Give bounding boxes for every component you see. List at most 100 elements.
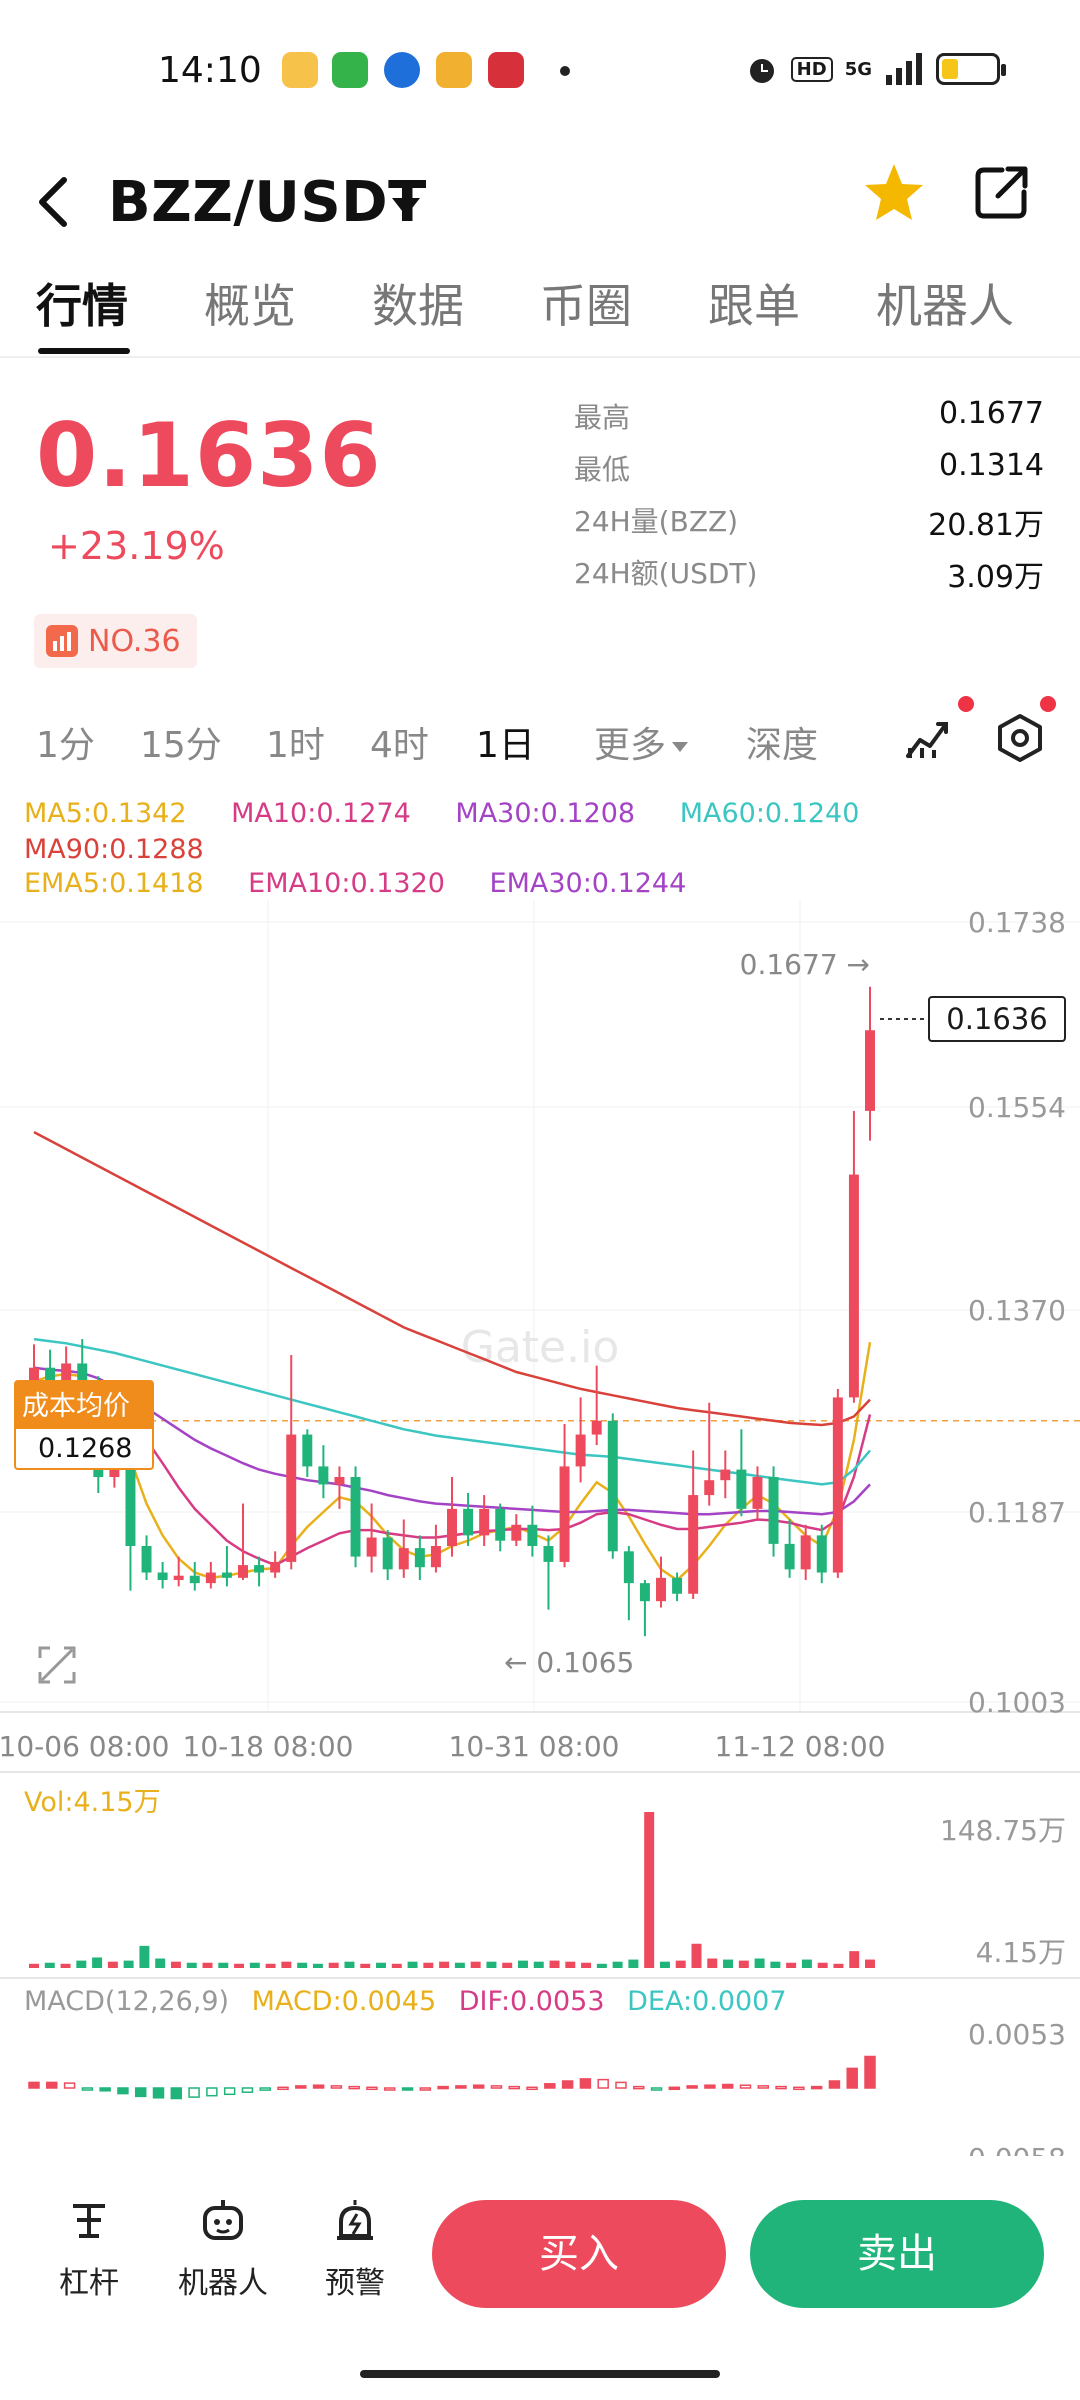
macd-bar: [721, 2083, 734, 2089]
candle-body: [221, 1572, 232, 1578]
stat-label: 最低: [574, 453, 631, 486]
interval-15m[interactable]: 15分: [140, 725, 222, 766]
macd-bar: [650, 2087, 663, 2091]
chart-settings-icon[interactable]: [994, 712, 1046, 764]
macd-bar: [259, 2087, 271, 2091]
tab-bot[interactable]: 机器人: [876, 279, 1014, 333]
bot-label: 机器人: [178, 2266, 268, 2301]
signal-icon: [886, 53, 922, 85]
interval-1h[interactable]: 1时: [266, 725, 325, 766]
macd-bar: [63, 2082, 76, 2089]
alert-button[interactable]: 预警: [300, 2196, 410, 2316]
candle-body: [447, 1508, 457, 1546]
pair-dropdown-caret-icon[interactable]: [392, 198, 420, 216]
bottom-action-bar: 杠杆 机器人 预警 买入 卖出: [0, 2156, 1080, 2400]
volume-bar: [60, 1963, 71, 1968]
more-notifications-dot: [560, 66, 570, 76]
interval-4h[interactable]: 4时: [370, 725, 429, 766]
macd-bar: [401, 2087, 414, 2091]
volume-bar: [155, 1958, 166, 1968]
price-chart[interactable]: Gate.io 0.1738 0.1554 0.1370 0.1187 0.1003 1…: [0, 780, 1080, 2156]
share-icon[interactable]: [972, 162, 1032, 222]
candle-body: [575, 1434, 586, 1467]
candle-body: [254, 1565, 265, 1573]
stat-value: 0.1314: [939, 448, 1044, 483]
candle-body: [61, 1363, 72, 1382]
tab-copy-trade[interactable]: 跟单: [708, 279, 800, 333]
chart-grid: [0, 900, 1080, 1979]
interval-more[interactable]: 更多: [594, 716, 689, 768]
indicator-settings-icon[interactable]: [902, 712, 954, 764]
macd-bar: [739, 2084, 752, 2089]
volume-bar: [44, 1962, 55, 1968]
alarm-bell-icon: [337, 2200, 373, 2240]
volume-bar: [265, 1963, 276, 1968]
candle-body: [688, 1495, 699, 1594]
home-indicator[interactable]: [360, 2370, 720, 2378]
candle-body: [382, 1537, 393, 1570]
network-label: 5G: [844, 58, 872, 80]
fullscreen-icon[interactable]: [36, 1644, 78, 1686]
candle-body: [656, 1577, 666, 1602]
macd-bar: [561, 2080, 574, 2089]
candle-body: [543, 1546, 554, 1562]
interval-depth[interactable]: 深度: [746, 725, 819, 766]
tab-community[interactable]: 币圈: [540, 279, 632, 333]
candle-body: [141, 1546, 152, 1573]
tab-overview[interactable]: 概览: [204, 279, 296, 333]
header: BZZ/USDT: [0, 140, 1080, 270]
volume-bar: [76, 1960, 87, 1968]
pair-title[interactable]: BZZ/USDT: [108, 170, 427, 235]
macd-bar: [633, 2085, 645, 2090]
macd-bar: [775, 2085, 787, 2090]
candle-body: [29, 1367, 39, 1387]
candle-body: [848, 1174, 859, 1398]
volume-bar: [644, 1812, 655, 1968]
volume-bar: [517, 1960, 528, 1968]
stat-row-low: 最低 0.1314: [574, 442, 1044, 494]
volume-bar: [328, 1962, 339, 1968]
candle-body: [173, 1575, 184, 1580]
legend-ma90: MA90:0.1288: [24, 834, 204, 865]
candle-body: [623, 1551, 634, 1584]
tab-market[interactable]: 行情: [36, 279, 128, 333]
macd-bar: [704, 2084, 716, 2089]
status-bar: 14:10 HD 5G: [0, 0, 1080, 140]
macd-bar: [117, 2087, 129, 2095]
candle-body: [366, 1537, 377, 1557]
candle-body: [334, 1477, 345, 1485]
volume-bar: [281, 1961, 292, 1968]
candle-body: [495, 1508, 506, 1541]
volume-bar: [675, 1960, 686, 1968]
interval-1d[interactable]: 1日: [476, 725, 535, 766]
y-tick-label: 0.1003: [968, 1686, 1066, 1719]
macd-bar: [277, 2086, 289, 2091]
favorite-star-icon[interactable]: [862, 160, 926, 224]
volume-bar: [817, 1962, 828, 1968]
robot-icon: [203, 2200, 243, 2240]
macd-bar: [241, 2087, 254, 2093]
margin-button[interactable]: 杠杆: [34, 2196, 144, 2316]
volume-bar: [738, 1960, 749, 1968]
cost-average-title: 成本均价: [14, 1380, 154, 1427]
macd-bar: [419, 2087, 432, 2091]
candle-body: [463, 1508, 474, 1536]
notification-app-icon: [332, 52, 368, 88]
macd-bar: [188, 2087, 200, 2098]
buy-button[interactable]: 买入: [432, 2200, 726, 2308]
tab-data[interactable]: 数据: [372, 279, 464, 333]
macd-bar: [686, 2085, 698, 2089]
cost-average-tag: 成本均价 0.1268: [14, 1380, 154, 1470]
leverage-icon: [73, 2204, 105, 2238]
candle-body: [205, 1572, 216, 1584]
back-arrow-icon[interactable]: [34, 172, 74, 232]
bot-button[interactable]: 机器人: [168, 2196, 278, 2316]
volume-bar: [596, 1963, 607, 1968]
candle-body: [511, 1524, 522, 1541]
volume-bar: [723, 1959, 734, 1968]
volume-bar: [801, 1959, 812, 1968]
sell-button[interactable]: 卖出: [750, 2200, 1044, 2308]
candle-body: [302, 1434, 313, 1467]
rank-badge[interactable]: NO.36: [34, 614, 197, 668]
interval-1m[interactable]: 1分: [36, 725, 95, 766]
